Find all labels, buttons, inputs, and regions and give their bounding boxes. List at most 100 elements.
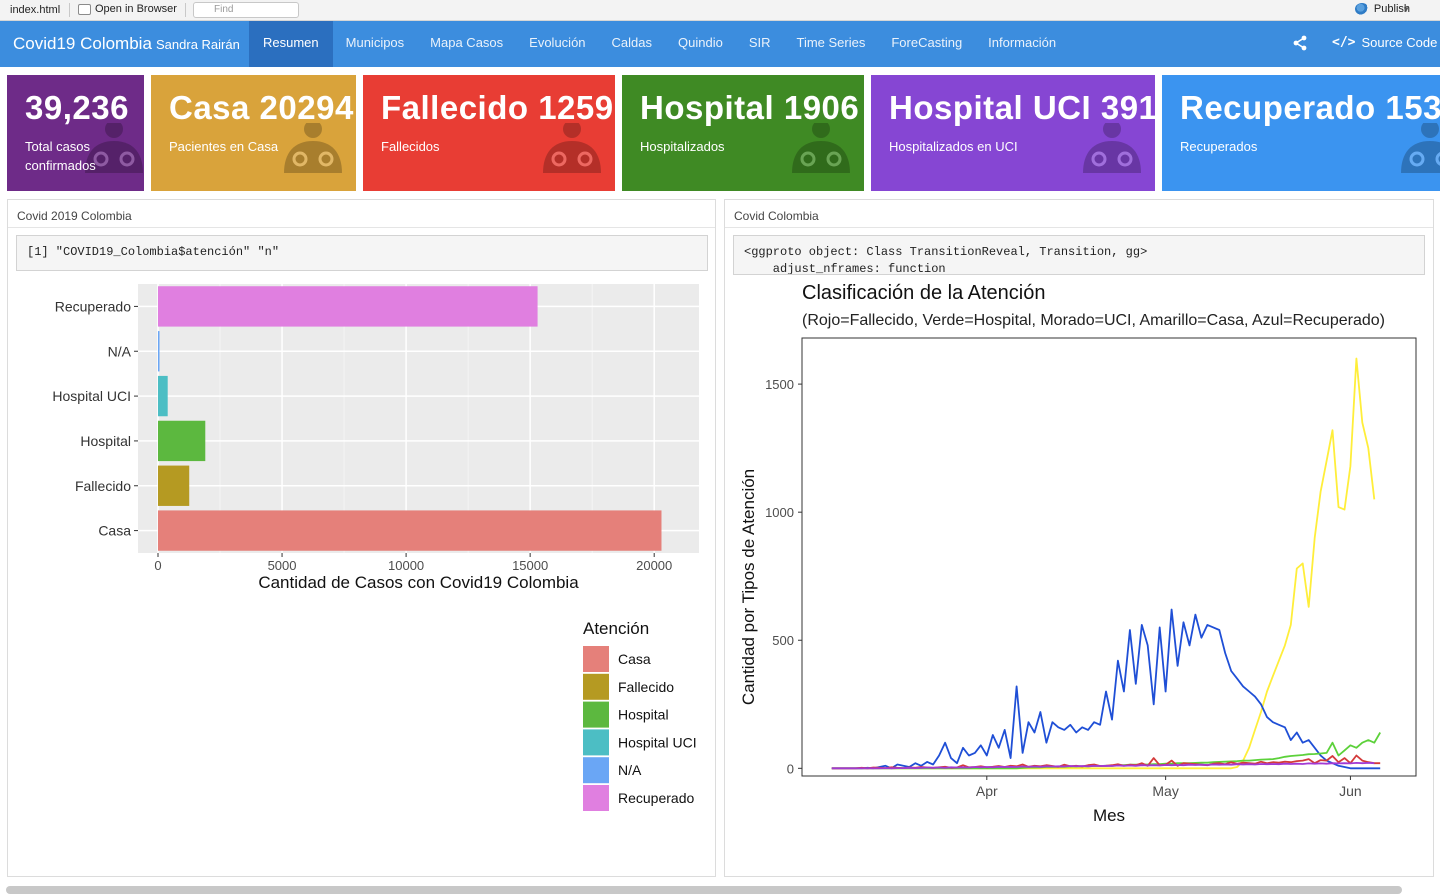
x-axis-title: Cantidad de Casos con Covid19 Colombia bbox=[258, 573, 579, 592]
y-tick-label: Casa bbox=[98, 523, 131, 539]
divider bbox=[8, 227, 715, 228]
plot-border bbox=[801, 337, 1417, 777]
divider bbox=[725, 227, 1433, 228]
series-line bbox=[831, 608, 1381, 770]
y-tick-label: Hospital UCI bbox=[52, 388, 131, 404]
tab-caldas[interactable]: Caldas bbox=[611, 35, 652, 50]
code-icon: </> bbox=[1332, 35, 1356, 50]
legend-key bbox=[583, 646, 609, 672]
panel-title: Covid 2019 Colombia bbox=[17, 209, 132, 223]
tab-evoluci-n[interactable]: Evolución bbox=[529, 35, 586, 50]
value-box: Hospital 1906 Hospitalizados bbox=[622, 75, 864, 191]
publish-label: Publish bbox=[1373, 3, 1410, 15]
panel-title: Covid Colombia bbox=[734, 209, 819, 223]
x-axis-title: Mes bbox=[1093, 806, 1125, 825]
value-box: Fallecido 1259 Fallecidos bbox=[363, 75, 615, 191]
value-box-value: Fallecido 1259 bbox=[381, 89, 614, 126]
dashboard-title[interactable]: Covid19 Colombia bbox=[13, 34, 152, 53]
dashboard-author: Sandra Rairán bbox=[156, 37, 240, 52]
bar bbox=[158, 375, 168, 417]
x-tick-label: 20000 bbox=[636, 558, 672, 573]
publish-button[interactable]: Publish bbox=[1354, 3, 1410, 15]
x-tick-label: May bbox=[1152, 783, 1178, 799]
open-in-browser-button[interactable]: Open in Browser bbox=[78, 3, 177, 15]
value-box-caption: Hospitalizados bbox=[640, 139, 725, 154]
value-box: Casa 20294 Pacientes en Casa bbox=[151, 75, 356, 191]
viewer-filename: index.html bbox=[10, 4, 61, 16]
legend-key bbox=[583, 729, 609, 756]
x-tick-label: Jun bbox=[1339, 783, 1362, 799]
doctor-icon bbox=[1083, 123, 1141, 173]
tab-mapa-casos[interactable]: Mapa Casos bbox=[430, 35, 504, 50]
y-tick-label: Recuperado bbox=[55, 298, 131, 314]
value-box-caption: Fallecidos bbox=[381, 139, 440, 154]
y-tick-label: 0 bbox=[787, 761, 794, 776]
legend-title: Atención bbox=[583, 619, 649, 638]
bar-chart: 0 5000 10000 15000 20000 Recuperado N/A Hospita… bbox=[52, 284, 699, 811]
tab-forecasting[interactable]: ForeCasting bbox=[891, 35, 963, 50]
y-tick-label: N/A bbox=[108, 343, 132, 359]
source-code-button[interactable]: </> Source Code bbox=[1332, 35, 1437, 50]
value-box-value: Recuperado 1532 bbox=[1180, 89, 1440, 126]
code-output-line: <ggproto object: Class TransitionReveal,… bbox=[744, 245, 1148, 259]
tab-time-series[interactable]: Time Series bbox=[796, 35, 866, 50]
divider bbox=[185, 3, 186, 17]
x-tick-label: 10000 bbox=[388, 558, 424, 573]
value-box-value: Casa 20294 bbox=[169, 89, 354, 126]
share-icon[interactable] bbox=[1292, 35, 1308, 51]
y-tick-label: Hospital bbox=[80, 433, 131, 449]
doctor-icon bbox=[543, 123, 601, 173]
divider bbox=[69, 3, 70, 17]
y-tick-label: Fallecido bbox=[75, 478, 131, 494]
bar bbox=[158, 331, 160, 372]
tab-informaci-n[interactable]: Información bbox=[988, 35, 1057, 50]
value-box-caption: Pacientes en Casa bbox=[169, 139, 279, 154]
doctor-icon bbox=[792, 123, 850, 173]
tab-municipos[interactable]: Municipos bbox=[345, 35, 405, 50]
doctor-icon bbox=[1401, 123, 1440, 173]
bar bbox=[158, 420, 206, 462]
legend-key bbox=[583, 673, 609, 700]
code-output-line: adjust_nframes: function bbox=[744, 262, 946, 275]
chevron-down-icon[interactable]: ▼ bbox=[1402, 5, 1410, 14]
navbar-tabs: Resumen Municipos Mapa Casos Evolución Calda… bbox=[249, 21, 1069, 67]
tab-quindio[interactable]: Quindio bbox=[678, 35, 723, 50]
legend-key bbox=[583, 701, 609, 728]
x-tick-label: 5000 bbox=[268, 558, 297, 573]
bar bbox=[158, 465, 190, 506]
legend-label: Casa bbox=[618, 651, 651, 667]
horizontal-scrollbar[interactable] bbox=[6, 886, 1402, 894]
legend-label: Fallecido bbox=[618, 679, 674, 695]
value-box-value: Hospital UCI 391 bbox=[889, 89, 1155, 126]
y-axis-title: Cantidad por Tipos de Atención bbox=[739, 469, 758, 705]
viewer-toolbar: index.html Open in Browser Find Publish … bbox=[0, 0, 1440, 21]
legend-label: Hospital bbox=[618, 707, 669, 723]
publish-icon bbox=[1354, 3, 1369, 15]
line-chart: Clasificación de la Atención (Rojo=Fallec… bbox=[739, 282, 1417, 825]
doctor-icon bbox=[284, 123, 342, 173]
browser-window-icon bbox=[78, 3, 91, 15]
series-line bbox=[831, 761, 1375, 770]
y-tick-label: 1500 bbox=[765, 377, 794, 392]
legend-label: Hospital UCI bbox=[618, 734, 697, 750]
tab-resumen[interactable]: Resumen bbox=[249, 21, 333, 67]
chart-title: Clasificación de la Atención bbox=[802, 282, 1045, 304]
tab-sir[interactable]: SIR bbox=[748, 35, 771, 50]
value-box-caption: Total casos confirmados bbox=[25, 139, 96, 173]
legend-label: Recuperado bbox=[618, 790, 694, 806]
value-box: Recuperado 1532 Recuperados bbox=[1162, 75, 1440, 191]
value-box-caption: Hospitalizados en UCI bbox=[889, 139, 1018, 154]
bar bbox=[158, 510, 662, 551]
source-code-label: Source Code bbox=[1361, 35, 1438, 50]
chart-subtitle: (Rojo=Fallecido, Verde=Hospital, Morado=… bbox=[802, 312, 1385, 329]
x-tick-label: 0 bbox=[154, 558, 161, 573]
x-tick-label: 15000 bbox=[512, 558, 548, 573]
value-box: Hospital UCI 391 Hospitalizados en UCI bbox=[871, 75, 1155, 191]
y-tick-label: 1000 bbox=[765, 505, 794, 520]
value-box-value: Hospital 1906 bbox=[640, 89, 860, 126]
value-box-caption: Recuperados bbox=[1180, 139, 1258, 154]
code-output: [1] "COVID19_Colombia$atención" "n" bbox=[16, 235, 708, 271]
find-input[interactable]: Find bbox=[193, 2, 299, 18]
plot-background bbox=[138, 284, 699, 553]
legend-key bbox=[583, 785, 609, 811]
